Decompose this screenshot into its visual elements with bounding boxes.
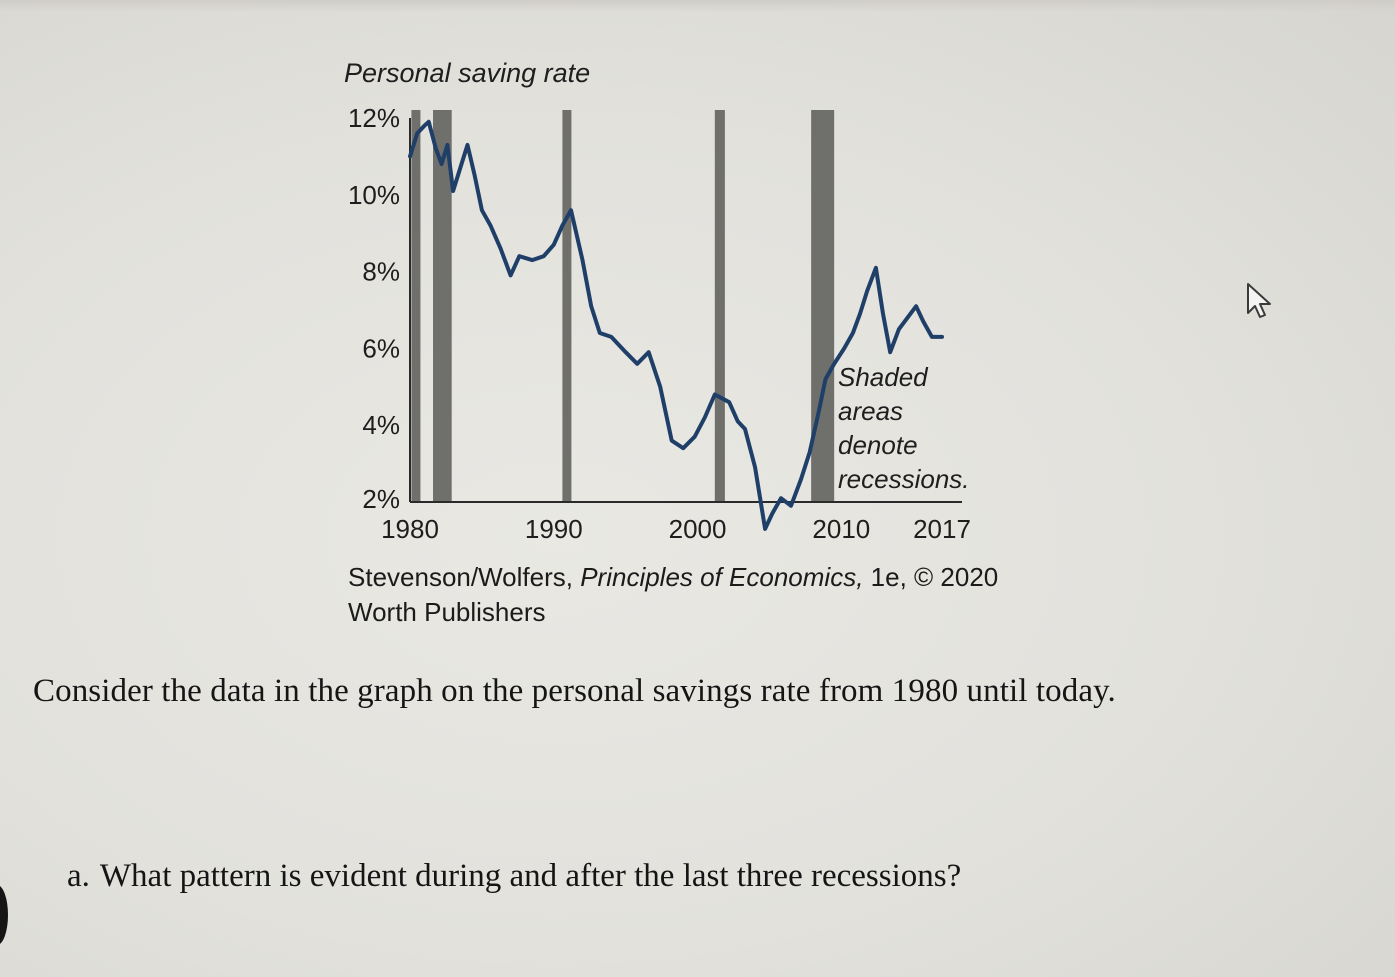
y-tick-label: 8% <box>362 257 400 287</box>
question-prompt: Consider the data in the graph on the pe… <box>33 673 1116 709</box>
saving-rate-figure: Personal saving rate 2% 4% 6% 8% 10% 12% 1980 19… <box>330 50 1010 570</box>
x-tick-label: 2017 <box>913 514 971 544</box>
caption-line-1: Stevenson/Wolfers, Principles of Economi… <box>348 560 1008 595</box>
y-tick-label: 4% <box>362 410 400 440</box>
caption-publisher: Worth Publishers <box>348 597 546 627</box>
caption-authors: Stevenson/Wolfers, <box>348 562 573 592</box>
recession-annotation-line: denote <box>838 430 918 460</box>
y-tick-label: 2% <box>362 484 400 514</box>
sub-question-text: What pattern is evident during and after… <box>99 858 962 894</box>
chart-title: Personal saving rate <box>344 58 590 88</box>
y-tick-label: 10% <box>348 180 400 210</box>
recession-annotation-line: recessions. <box>838 464 970 494</box>
series-line-personal-saving-rate <box>408 119 944 531</box>
recession-annotation-line: areas <box>838 396 903 426</box>
caption-edition: 1e, © 2020 <box>870 562 999 592</box>
y-tick-label: 12% <box>348 103 400 133</box>
personal-saving-rate-chart: Personal saving rate 2% 4% 6% 8% 10% 12% 1980 19… <box>344 58 971 544</box>
mouse-pointer-icon <box>1247 283 1271 318</box>
recession-band-1 <box>411 110 421 502</box>
figure-caption: Stevenson/Wolfers, Principles of Economi… <box>348 560 1008 630</box>
sub-question-marker: a. <box>67 858 90 894</box>
recession-band-5 <box>811 110 835 502</box>
recession-band-4 <box>714 110 725 502</box>
caption-book-title: Principles of Economics, <box>580 562 864 592</box>
device-bezel-shadow <box>0 885 8 945</box>
sub-question-a: a. What pattern is evident during and aft… <box>67 858 1267 895</box>
recession-band-3 <box>562 110 572 502</box>
y-tick-label: 6% <box>362 333 400 363</box>
recession-annotation-line: Shaded <box>838 362 929 392</box>
page-top-edge <box>0 0 1395 12</box>
x-tick-label: 1980 <box>381 514 439 544</box>
recession-band-2 <box>433 110 452 502</box>
x-tick-label: 2000 <box>669 514 727 544</box>
x-tick-label: 1990 <box>525 514 583 544</box>
x-tick-label: 2010 <box>812 514 870 544</box>
